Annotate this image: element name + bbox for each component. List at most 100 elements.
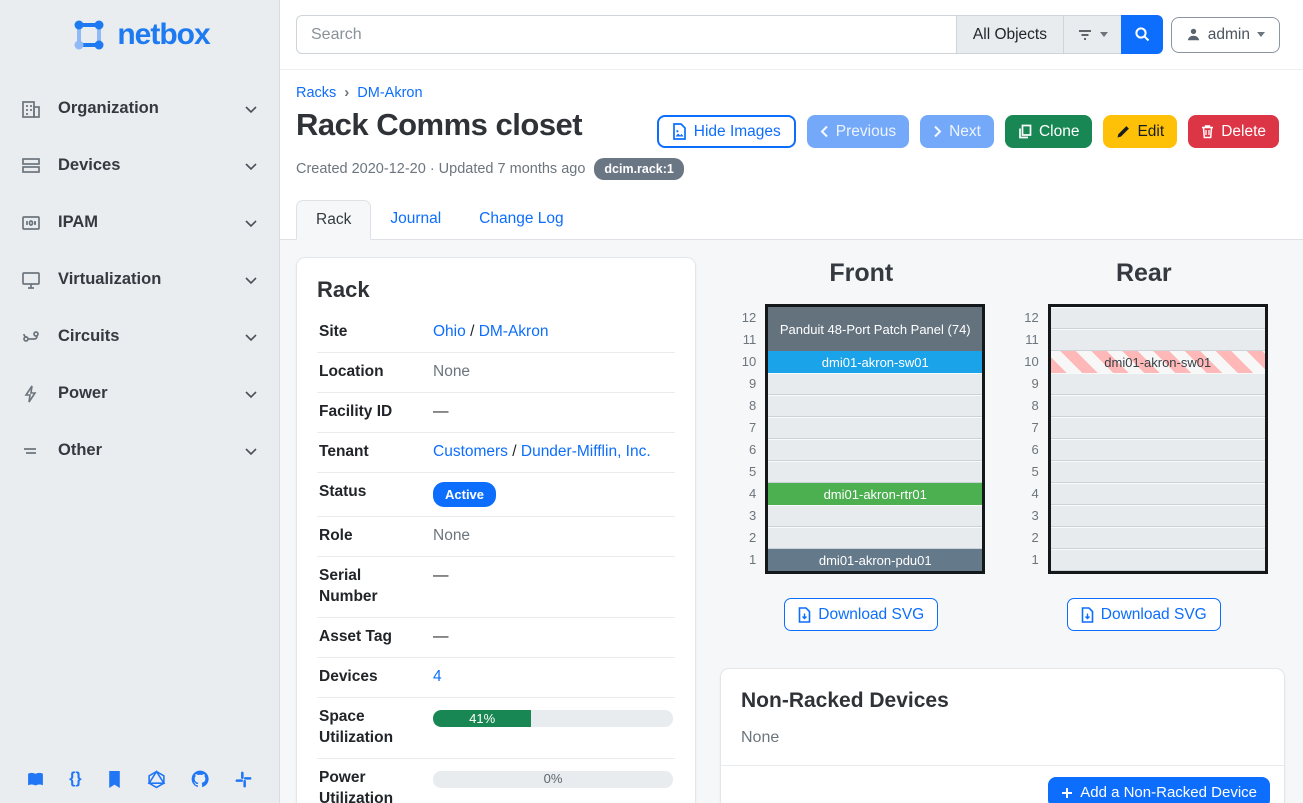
breadcrumb-link-site[interactable]: DM-Akron <box>357 84 423 101</box>
sidebar-footer: {} <box>0 769 279 803</box>
slack-icon[interactable] <box>234 770 253 789</box>
bolt-icon <box>24 385 37 402</box>
field-label: Tenant <box>319 442 369 460</box>
field-row-power-utilization: Power Utilization 0% <box>317 759 675 803</box>
sidebar-item-label: Power <box>58 384 108 402</box>
sidebar-item-ipam[interactable]: IPAM <box>20 194 259 251</box>
netbox-logo-icon <box>74 20 104 50</box>
unit-number: 11 <box>1025 332 1039 347</box>
file-download-icon <box>1081 606 1094 623</box>
sidebar-item-other[interactable]: Other <box>20 422 259 479</box>
space-utilization-bar: 41% <box>433 709 673 727</box>
edit-button[interactable]: Edit <box>1103 115 1178 148</box>
rack-device[interactable]: dmi01-akron-sw01 <box>1050 351 1265 373</box>
main-area: All Objects admin Racks › DM-Akron <box>280 0 1303 803</box>
previous-button[interactable]: Previous <box>806 115 910 148</box>
sidebar-item-devices[interactable]: Devices <box>20 137 259 194</box>
separator: / <box>512 442 517 460</box>
object-meta: Created 2020-12-20 · Updated 7 months ag… <box>296 158 1279 180</box>
download-svg-front-button[interactable]: Download SVG <box>784 598 939 631</box>
search-scope-button[interactable]: All Objects <box>955 15 1063 54</box>
clone-button[interactable]: Clone <box>1004 115 1093 148</box>
global-search: All Objects <box>296 15 1163 54</box>
field-label: Site <box>319 323 348 340</box>
breadcrumb-separator: › <box>344 84 350 101</box>
chevron-left-icon <box>820 125 828 138</box>
field-row-site: Site Ohio / DM-Akron <box>317 313 675 353</box>
monitor-icon <box>22 271 40 289</box>
field-row-asset-tag: Asset Tag — <box>317 618 675 658</box>
hide-images-label: Hide Images <box>693 122 781 140</box>
rack-details-card: Rack Site Ohio / DM-Akron Location None … <box>296 257 696 803</box>
field-row-serial-number: Serial Number — <box>317 557 675 618</box>
rack-device[interactable]: Panduit 48-Port Patch Panel (74) <box>768 307 983 351</box>
unit-number: 11 <box>742 332 757 347</box>
breadcrumb-link-racks[interactable]: Racks <box>296 84 337 101</box>
search-input[interactable] <box>296 15 956 54</box>
sidebar-item-circuits[interactable]: Circuits <box>20 308 259 365</box>
unit-number: 5 <box>1031 464 1039 479</box>
sidebar-item-organization[interactable]: Organization <box>20 80 259 137</box>
tenant-link[interactable]: Dunder-Mifflin, Inc. <box>520 442 651 460</box>
rack-device[interactable]: dmi01-akron-sw01 <box>768 351 983 373</box>
tab-journal[interactable]: Journal <box>390 210 442 227</box>
add-non-racked-device-label: Add a Non-Racked Device <box>1080 784 1257 801</box>
devices-count-link[interactable]: 4 <box>433 667 442 685</box>
chevron-down-icon <box>245 447 257 455</box>
file-download-icon <box>798 606 811 623</box>
site-region-link[interactable]: Ohio <box>433 323 466 340</box>
unit-number: 9 <box>749 376 757 391</box>
unit-number: 7 <box>749 420 757 435</box>
tenant-group-link[interactable]: Customers <box>433 442 508 460</box>
user-menu-button[interactable]: admin <box>1170 16 1280 53</box>
space-utilization-label: 41% <box>469 710 496 726</box>
rack-empty-unit <box>1050 439 1265 461</box>
plus-icon <box>1062 787 1073 798</box>
non-racked-title: Non-Racked Devices <box>741 689 949 712</box>
filter-icon <box>1079 29 1091 40</box>
field-label: Power Utilization <box>319 768 394 803</box>
sidebar-item-virtualization[interactable]: Virtualization <box>20 251 259 308</box>
rack-empty-unit <box>1050 373 1265 395</box>
rack-empty-unit <box>1050 505 1265 527</box>
field-label: Asset Tag <box>319 628 392 645</box>
rack-empty-unit <box>1050 549 1265 571</box>
topbar: All Objects admin <box>280 0 1303 70</box>
rack-empty-unit <box>768 439 983 461</box>
tab-change-log[interactable]: Change Log <box>479 210 564 227</box>
unit-number: 1 <box>749 552 757 567</box>
sidebar-item-power[interactable]: Power <box>20 365 259 422</box>
trash-icon <box>1202 125 1214 139</box>
next-button[interactable]: Next <box>920 115 994 148</box>
chevron-down-icon <box>245 219 257 227</box>
rack-device[interactable]: dmi01-akron-rtr01 <box>768 483 983 505</box>
unit-number: 8 <box>749 398 757 413</box>
rack-empty-unit <box>768 505 983 527</box>
field-label: Location <box>319 362 384 380</box>
journal-icon[interactable] <box>106 770 123 789</box>
graphql-icon[interactable] <box>147 769 166 789</box>
rack-empty-unit <box>1050 527 1265 549</box>
search-filter-dropdown[interactable] <box>1063 15 1121 54</box>
rest-api-braces-icon[interactable]: {} <box>69 770 82 787</box>
unit-number: 3 <box>1031 508 1039 523</box>
site-link[interactable]: DM-Akron <box>478 323 549 340</box>
rack-device[interactable]: dmi01-akron-pdu01 <box>768 549 983 571</box>
created-updated-text: Created 2020-12-20 · Updated 7 months ag… <box>296 161 586 177</box>
github-icon[interactable] <box>190 769 210 789</box>
delete-button[interactable]: Delete <box>1188 115 1279 148</box>
role-value: None <box>433 527 471 545</box>
rear-rack-diagram: dmi01-akron-sw01 <box>1047 304 1268 574</box>
tab-rack[interactable]: Rack <box>296 200 372 240</box>
sidebar-item-label: Circuits <box>58 327 120 345</box>
hide-images-button[interactable]: Hide Images <box>656 115 796 148</box>
chevron-down-icon <box>245 105 257 113</box>
search-submit-button[interactable] <box>1121 15 1163 54</box>
netbox-logo[interactable]: netbox <box>0 4 279 66</box>
docs-book-icon[interactable] <box>26 770 45 789</box>
rack-empty-unit <box>768 527 983 549</box>
add-non-racked-device-button[interactable]: Add a Non-Racked Device <box>1048 777 1270 803</box>
download-svg-rear-button[interactable]: Download SVG <box>1066 598 1221 631</box>
object-id-badge: dcim.rack:1 <box>594 158 684 180</box>
